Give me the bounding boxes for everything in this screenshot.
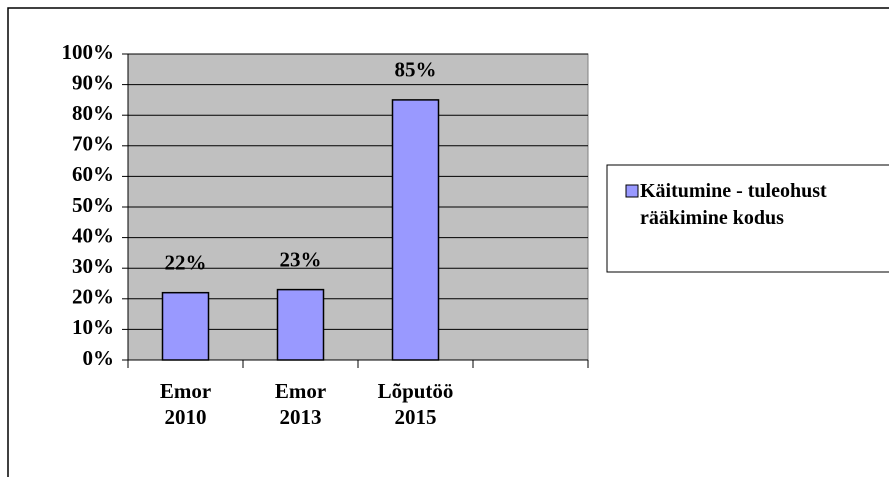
bar	[391, 99, 440, 361]
data-label: 23%	[280, 247, 322, 271]
y-tick-label: 10%	[72, 315, 114, 339]
y-tick-label: 70%	[72, 132, 114, 156]
data-label: 22%	[165, 250, 207, 274]
bar	[161, 291, 210, 361]
legend-swatch	[625, 184, 639, 198]
y-tick-label: 20%	[72, 285, 114, 309]
data-label: 85%	[395, 58, 437, 82]
y-tick-label: 0%	[83, 346, 115, 370]
y-tick-label: 30%	[72, 254, 114, 278]
bar	[276, 288, 325, 361]
legend-box	[606, 164, 889, 273]
x-tick-label: Lõputöö 2015	[377, 379, 454, 429]
y-tick-label: 100%	[62, 40, 115, 64]
x-tick-label: Emor 2013	[274, 379, 327, 429]
y-tick-label: 80%	[72, 101, 114, 125]
frame	[7, 7, 889, 477]
y-tick-label: 50%	[72, 193, 114, 217]
y-tick-label: 90%	[72, 70, 114, 94]
y-tick-label: 60%	[72, 162, 114, 186]
legend-label: Käitumine - tuleohust rääkimine kodus	[640, 180, 827, 229]
y-tick-label: 40%	[72, 223, 114, 247]
x-tick-label: Emor 2010	[159, 379, 212, 429]
